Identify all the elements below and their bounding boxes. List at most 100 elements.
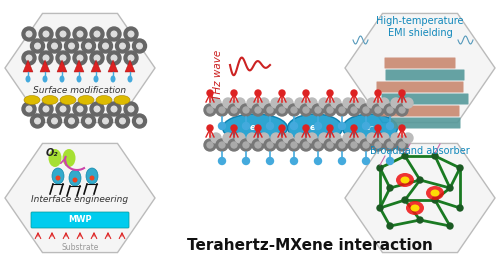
Circle shape: [64, 39, 78, 53]
Circle shape: [56, 51, 70, 65]
Circle shape: [252, 139, 264, 151]
Circle shape: [291, 107, 297, 113]
Text: MWP: MWP: [68, 215, 92, 225]
Ellipse shape: [52, 168, 64, 184]
Circle shape: [447, 223, 453, 229]
Circle shape: [73, 27, 87, 41]
Circle shape: [26, 106, 32, 112]
Circle shape: [279, 107, 285, 113]
Text: Surface modification: Surface modification: [34, 86, 126, 95]
Circle shape: [447, 185, 453, 191]
Ellipse shape: [94, 76, 98, 83]
Circle shape: [303, 125, 309, 131]
Circle shape: [52, 118, 58, 124]
Circle shape: [343, 98, 353, 108]
Circle shape: [259, 133, 269, 143]
Ellipse shape: [288, 114, 343, 142]
Circle shape: [402, 153, 408, 159]
Circle shape: [266, 158, 274, 165]
Circle shape: [128, 106, 134, 112]
Circle shape: [315, 107, 321, 113]
Circle shape: [77, 55, 83, 61]
Ellipse shape: [110, 76, 116, 83]
Text: Terahertz-MXene interaction: Terahertz-MXene interaction: [187, 237, 433, 252]
Circle shape: [52, 43, 58, 49]
Circle shape: [307, 133, 317, 143]
Circle shape: [375, 125, 381, 131]
Polygon shape: [91, 60, 101, 72]
Circle shape: [255, 142, 261, 148]
Text: High-temperature
EMI shielding: High-temperature EMI shielding: [376, 16, 464, 38]
FancyBboxPatch shape: [31, 212, 129, 228]
Circle shape: [307, 98, 317, 108]
Circle shape: [399, 90, 405, 96]
Circle shape: [279, 125, 285, 131]
Circle shape: [402, 197, 408, 203]
Circle shape: [375, 107, 381, 113]
Circle shape: [94, 31, 100, 37]
Circle shape: [86, 118, 91, 124]
Circle shape: [204, 139, 216, 151]
Ellipse shape: [86, 168, 98, 184]
Circle shape: [384, 104, 396, 116]
Circle shape: [363, 107, 369, 113]
Circle shape: [120, 118, 126, 124]
Circle shape: [319, 98, 329, 108]
Circle shape: [331, 98, 341, 108]
Circle shape: [247, 133, 257, 143]
Circle shape: [259, 98, 269, 108]
Circle shape: [90, 102, 104, 116]
Circle shape: [102, 118, 108, 124]
Text: Broadband absorber: Broadband absorber: [370, 146, 470, 156]
Circle shape: [207, 142, 213, 148]
Circle shape: [247, 98, 257, 108]
Circle shape: [90, 51, 104, 65]
Circle shape: [379, 133, 389, 143]
Circle shape: [132, 39, 146, 53]
Ellipse shape: [406, 201, 424, 215]
Ellipse shape: [42, 95, 58, 105]
Circle shape: [242, 122, 250, 129]
Circle shape: [240, 139, 252, 151]
Circle shape: [218, 158, 226, 165]
Circle shape: [351, 90, 357, 96]
Circle shape: [216, 104, 228, 116]
Circle shape: [417, 217, 423, 223]
Circle shape: [457, 205, 463, 211]
Circle shape: [391, 133, 401, 143]
Circle shape: [107, 102, 121, 116]
Circle shape: [291, 142, 297, 148]
Ellipse shape: [128, 76, 132, 83]
Ellipse shape: [26, 76, 30, 83]
Circle shape: [43, 55, 49, 61]
Circle shape: [30, 39, 44, 53]
Text: Substrate: Substrate: [62, 243, 98, 251]
Circle shape: [219, 107, 225, 113]
Circle shape: [267, 107, 273, 113]
Circle shape: [351, 142, 357, 148]
Circle shape: [290, 158, 298, 165]
Circle shape: [403, 98, 413, 108]
Circle shape: [295, 133, 305, 143]
Ellipse shape: [76, 76, 82, 83]
Circle shape: [375, 142, 381, 148]
Text: e⁻: e⁻: [365, 124, 375, 132]
Polygon shape: [57, 60, 67, 72]
Circle shape: [231, 142, 237, 148]
Circle shape: [339, 107, 345, 113]
Text: e⁻: e⁻: [250, 124, 260, 132]
Circle shape: [300, 139, 312, 151]
Circle shape: [255, 107, 261, 113]
Circle shape: [124, 51, 138, 65]
Circle shape: [417, 177, 423, 183]
Circle shape: [375, 90, 381, 96]
Circle shape: [111, 106, 117, 112]
Circle shape: [34, 43, 40, 49]
Circle shape: [43, 31, 49, 37]
Circle shape: [355, 98, 365, 108]
Circle shape: [82, 39, 96, 53]
Circle shape: [399, 142, 405, 148]
Polygon shape: [5, 13, 155, 122]
Circle shape: [30, 114, 44, 128]
Polygon shape: [345, 13, 495, 122]
